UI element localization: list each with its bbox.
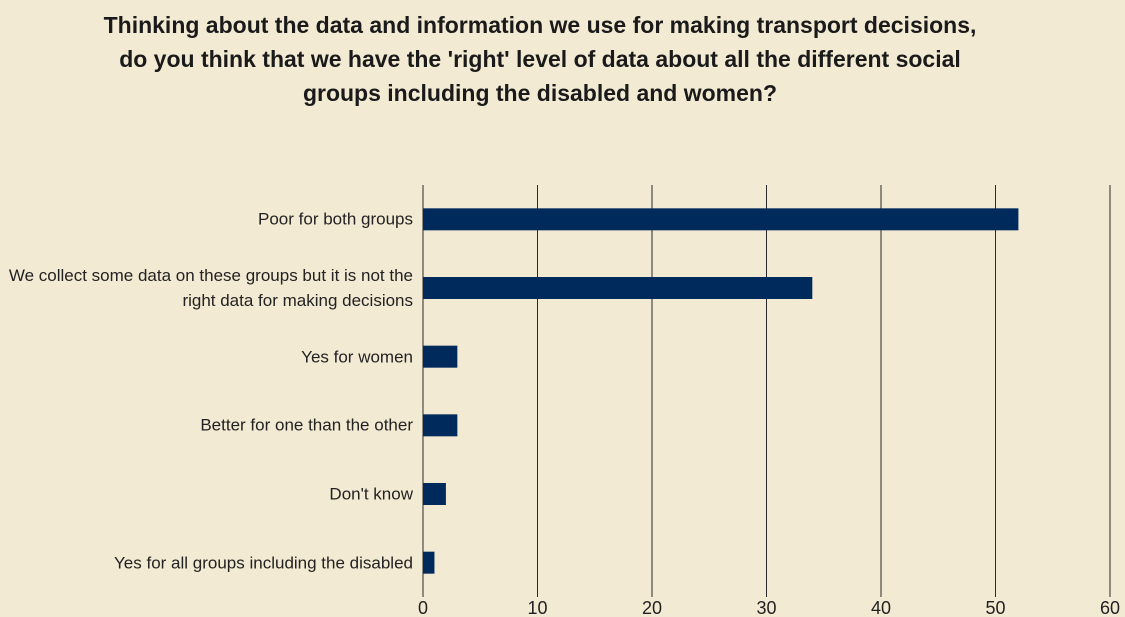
x-tick-label: 60 xyxy=(1100,598,1120,617)
bar xyxy=(423,551,435,574)
bar xyxy=(423,208,1019,231)
x-tick-label: 50 xyxy=(985,598,1005,617)
x-tick-label: 0 xyxy=(418,598,428,617)
y-tick-label: Yes for all groups including the disable… xyxy=(114,553,413,573)
x-tick-label: 40 xyxy=(871,598,891,617)
bar xyxy=(423,345,458,368)
bar xyxy=(423,277,813,299)
y-tick-label: Yes for women xyxy=(301,347,413,367)
y-tick-label: We collect some data on these groups but… xyxy=(8,266,413,310)
y-tick-label: Better for one than the other xyxy=(200,415,413,435)
bar xyxy=(423,414,458,437)
chart-title: Thinking about the data and information … xyxy=(103,12,977,106)
y-tick-label: Poor for both groups xyxy=(258,209,413,229)
x-tick-label: 10 xyxy=(527,598,547,617)
x-tick-label: 30 xyxy=(756,598,776,617)
y-tick-label: Don't know xyxy=(329,484,413,504)
bar xyxy=(423,483,446,505)
x-tick-label: 20 xyxy=(642,598,662,617)
